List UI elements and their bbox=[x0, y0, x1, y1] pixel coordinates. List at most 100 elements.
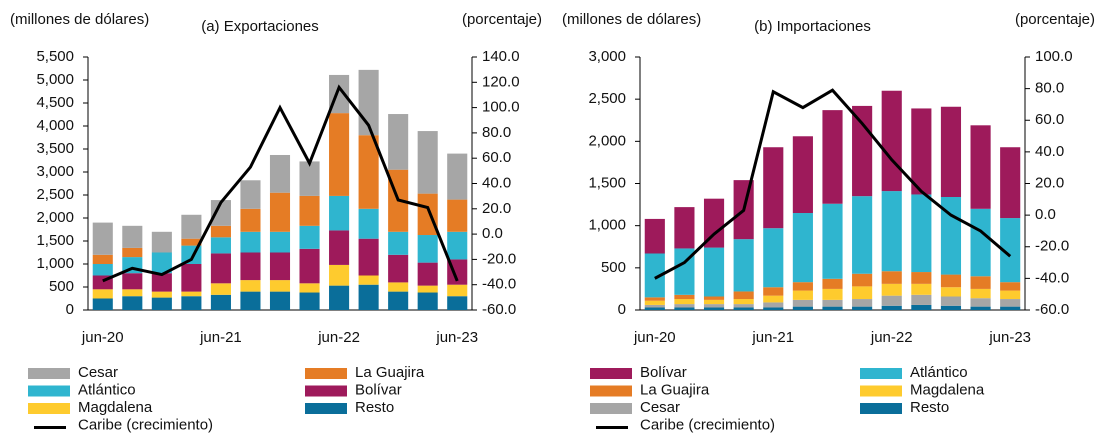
legend-label: La Guajira bbox=[640, 381, 710, 398]
y-axis-label: (millones de dólares) bbox=[10, 11, 149, 28]
bar-segment bbox=[358, 238, 379, 276]
y-tick-label: 3,500 bbox=[36, 140, 74, 157]
bar-segment bbox=[674, 294, 695, 300]
y2-tick-label: -60.0 bbox=[482, 301, 516, 318]
bar-segment bbox=[417, 193, 438, 236]
y2-tick-label: 40.0 bbox=[1035, 143, 1064, 160]
legend-swatch bbox=[28, 403, 70, 414]
bar-segment bbox=[970, 208, 991, 277]
bar-segment bbox=[181, 264, 202, 292]
y2-tick-label: -20.0 bbox=[1035, 238, 1069, 255]
y-tick-label: 3,000 bbox=[36, 163, 74, 180]
legend-swatch bbox=[860, 368, 902, 379]
bar-segment bbox=[299, 225, 320, 249]
bar-segment bbox=[240, 280, 261, 292]
legend-label: Magdalena bbox=[910, 381, 985, 398]
bar-segment bbox=[299, 161, 320, 196]
legend-label: Bolívar bbox=[640, 364, 687, 381]
x-tick-label: jun-21 bbox=[751, 329, 794, 346]
y2-tick-label: 120.0 bbox=[482, 73, 520, 90]
y-tick-label: 5,500 bbox=[36, 48, 74, 65]
legend-label: Caribe (crecimiento) bbox=[640, 416, 775, 433]
bar-segment bbox=[388, 114, 409, 170]
x-tick-label: jun-22 bbox=[317, 329, 360, 346]
bar-segment bbox=[1000, 218, 1021, 283]
bar-segment bbox=[733, 239, 754, 292]
bar-segment bbox=[703, 304, 725, 308]
x-tick-label: jun-20 bbox=[81, 329, 124, 346]
bar-segment bbox=[1000, 299, 1021, 307]
bar-segment bbox=[329, 285, 350, 310]
legend-swatch bbox=[28, 385, 70, 397]
bar-segment bbox=[852, 286, 873, 300]
bar-segment bbox=[852, 105, 873, 197]
legend-swatch bbox=[860, 385, 902, 397]
bar-segment bbox=[417, 292, 438, 310]
bar-segment bbox=[703, 247, 725, 297]
y2-tick-label: -40.0 bbox=[1035, 269, 1069, 286]
y-tick-label: 2,500 bbox=[588, 90, 626, 107]
bar-segment bbox=[358, 275, 379, 285]
bar-segment bbox=[447, 231, 468, 260]
bar-segment bbox=[674, 304, 695, 308]
bar-segment bbox=[447, 199, 468, 232]
legend-label: Magdalena bbox=[78, 399, 153, 416]
bar-segment bbox=[792, 306, 813, 310]
bar-segment bbox=[674, 307, 695, 310]
bar-segment bbox=[240, 291, 261, 310]
bar-segment bbox=[940, 287, 962, 297]
bar-segment bbox=[447, 296, 468, 310]
bar-segment bbox=[417, 131, 438, 194]
bar-segment bbox=[970, 125, 991, 209]
bar-segment bbox=[269, 291, 291, 310]
bar-segment bbox=[822, 288, 843, 300]
y2-axis-label: (porcentaje) bbox=[462, 11, 542, 28]
bar-segment bbox=[644, 253, 665, 298]
bar-segment bbox=[1000, 290, 1021, 300]
bar-segment bbox=[329, 113, 350, 196]
bar-segment bbox=[822, 299, 843, 307]
bar-segment bbox=[881, 90, 902, 192]
bar-segment bbox=[852, 273, 873, 287]
y-tick-label: 500 bbox=[601, 259, 626, 276]
x-tick-label: jun-21 bbox=[199, 329, 242, 346]
bar-segment bbox=[763, 302, 784, 308]
bar-segment bbox=[733, 307, 754, 310]
bar-segment bbox=[792, 282, 813, 291]
bar-segment bbox=[644, 218, 665, 254]
bar-segment bbox=[822, 110, 843, 204]
bar-segment bbox=[644, 307, 665, 310]
bar-segment bbox=[388, 291, 409, 310]
bar-segment bbox=[674, 299, 695, 305]
bar-segment bbox=[388, 282, 409, 292]
bar-segment bbox=[122, 247, 143, 258]
y-tick-label: 1,000 bbox=[36, 255, 74, 272]
bar-segment bbox=[733, 299, 754, 305]
bar-segment bbox=[703, 307, 725, 310]
bar-segment bbox=[911, 108, 932, 195]
y-tick-label: 500 bbox=[49, 278, 74, 295]
bar-segment bbox=[447, 284, 468, 297]
bar-segment bbox=[733, 304, 754, 308]
bar-segment bbox=[181, 291, 202, 297]
bar-segment bbox=[269, 192, 291, 232]
bar-segment bbox=[940, 296, 962, 306]
y-axis-label: (millones de dólares) bbox=[562, 11, 701, 28]
y2-tick-label: 80.0 bbox=[482, 124, 511, 141]
bar-segment bbox=[792, 299, 813, 307]
bar-segment bbox=[240, 252, 261, 281]
line bbox=[654, 88, 1012, 280]
legend-label: Caribe (crecimiento) bbox=[78, 416, 213, 433]
y-tick-label: 5,000 bbox=[36, 71, 74, 88]
bar-segment bbox=[970, 306, 991, 310]
bar-segment bbox=[122, 296, 143, 310]
bar-segment bbox=[792, 213, 813, 283]
bar-segment bbox=[644, 304, 665, 308]
legend-label: Cesar bbox=[78, 364, 118, 381]
bar-segment bbox=[447, 153, 468, 200]
bar-segment bbox=[269, 280, 291, 292]
bar-segment bbox=[417, 285, 438, 293]
y-tick-label: 4,500 bbox=[36, 94, 74, 111]
y2-tick-label: 100.0 bbox=[482, 99, 520, 116]
bar-segment bbox=[210, 225, 231, 238]
